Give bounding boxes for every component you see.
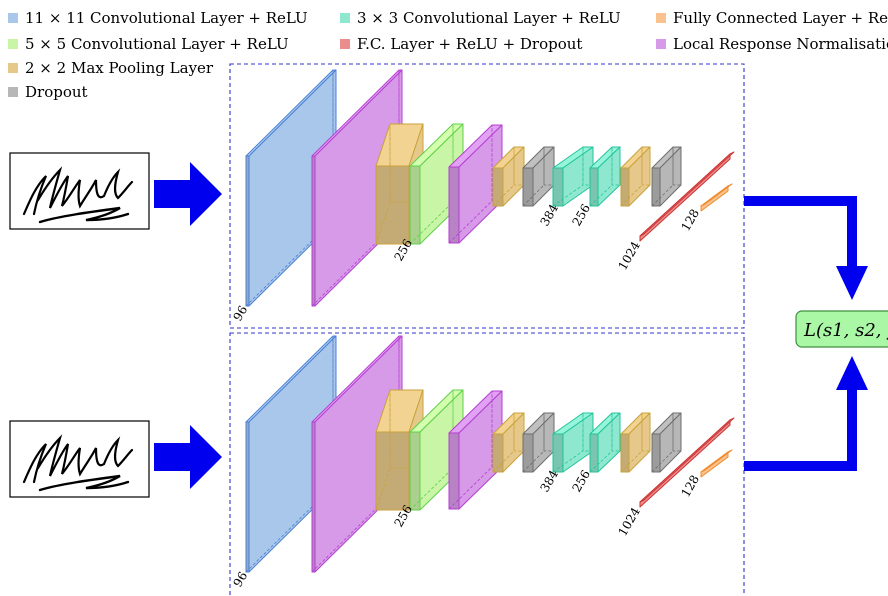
- legend-item-fc: Fully Connected Layer + ReLU: [656, 9, 888, 27]
- legend-item-lrn: Local Response Normalisation: [656, 35, 888, 53]
- label-96: 96: [230, 303, 250, 323]
- conv3-layer-1-front: [552, 433, 564, 473]
- label-1024: 1024: [615, 239, 643, 273]
- input-arrow-top: [154, 162, 222, 226]
- lrn-layer-1-hidden-edge: [311, 336, 402, 573]
- input-arrow-bottom: [154, 425, 222, 489]
- maxpool-layer-1-hidden-edge: [375, 124, 423, 245]
- legend-item-fc-dropout: F.C. Layer + ReLU + Dropout: [340, 35, 582, 53]
- loss-function-label: L(s1, s2, y: [803, 320, 888, 341]
- output-connector-top: [744, 196, 868, 300]
- maxpool-layer-2-front: [492, 167, 504, 207]
- signature-image-top: [9, 152, 150, 230]
- legend-item-maxpool: 2 × 2 Max Pooling Layer: [8, 59, 214, 77]
- conv5-layer-front: [409, 165, 421, 245]
- lrn-layer-2: [448, 390, 503, 510]
- svg-text:Local Response Normalisation: Local Response Normalisation: [673, 35, 888, 53]
- dropout-layer-2: [651, 412, 682, 473]
- conv5-layer: [409, 123, 464, 245]
- conv3-layer-2: [589, 146, 621, 207]
- svg-text:F.C. Layer + ReLU + Dropout: F.C. Layer + ReLU + Dropout: [357, 35, 582, 53]
- fc-layer: [700, 449, 733, 478]
- maxpool-layer-2: [492, 412, 525, 473]
- fc-dropout-layer-top: [639, 151, 735, 237]
- conv3-layer-2-hidden-edge: [589, 413, 620, 473]
- svg-text:5 × 5 Convolutional Layer + Re: 5 × 5 Convolutional Layer + ReLU: [25, 35, 289, 53]
- loss-function-box: L(s1, s2, y: [795, 310, 888, 348]
- legend-item-conv3: 3 × 3 Convolutional Layer + ReLU: [340, 9, 621, 27]
- lrn-layer-2-front: [448, 166, 460, 244]
- fc-dropout-layer: [639, 417, 735, 508]
- svg-text:Fully Connected Layer + ReLU: Fully Connected Layer + ReLU: [673, 9, 888, 27]
- dropout-layer-2-front: [651, 433, 661, 473]
- lrn-layer-1-front: [311, 155, 316, 307]
- output-connector-bottom: [744, 356, 868, 471]
- svg-text:2 × 2 Max Pooling Layer: 2 × 2 Max Pooling Layer: [25, 59, 214, 77]
- conv11-layer-front: [245, 421, 250, 573]
- conv3-layer-2-front: [589, 167, 599, 207]
- conv5-layer-front: [409, 431, 421, 511]
- svg-text:Dropout: Dropout: [25, 83, 88, 101]
- label-128: 128: [678, 473, 702, 500]
- dropout-layer-1-front: [522, 167, 534, 207]
- conv3-layer-1: [552, 412, 594, 473]
- lrn-layer-1: [311, 69, 403, 307]
- maxpool-layer-3: [620, 146, 651, 207]
- fc-dropout-layer-top: [639, 417, 735, 503]
- conv3-layer-2-hidden-edge: [589, 147, 620, 207]
- dropout-layer-1-front: [522, 433, 534, 473]
- maxpool-layer-2-front: [492, 433, 504, 473]
- conv3-layer-1-front: [552, 167, 564, 207]
- label-1024: 1024: [615, 505, 643, 539]
- svg-text:3 × 3 Convolutional Layer + Re: 3 × 3 Convolutional Layer + ReLU: [357, 9, 621, 27]
- lrn-layer-2-front: [448, 432, 460, 510]
- maxpool-layer-3-front: [620, 167, 630, 207]
- legend-item-dropout: Dropout: [8, 83, 88, 101]
- signature-image-bottom: [9, 420, 150, 498]
- maxpool-layer-1-front: [375, 431, 410, 511]
- maxpool-layer-3: [620, 412, 651, 473]
- conv3-layer-1-hidden-edge: [552, 413, 593, 473]
- label-128: 128: [678, 207, 702, 234]
- conv3-layer-1-hidden-edge: [552, 147, 593, 207]
- maxpool-layer-1-front: [375, 165, 410, 245]
- maxpool-layer-3-front: [620, 433, 630, 473]
- legend: 11 × 11 Convolutional Layer + ReLU 5 × 5…: [8, 9, 888, 101]
- legend-item-conv5: 5 × 5 Convolutional Layer + ReLU: [8, 35, 289, 53]
- maxpool-layer-1-hidden-edge: [375, 390, 423, 511]
- lrn-layer-1-front: [311, 421, 316, 573]
- conv11-layer-front: [245, 155, 250, 307]
- fc-dropout-layer: [639, 151, 735, 242]
- lrn-layer-1-hidden-edge: [311, 70, 402, 307]
- dropout-layer-2: [651, 146, 682, 207]
- conv3-layer-2-front: [589, 433, 599, 473]
- dropout-layer-2-front: [651, 167, 661, 207]
- label-96: 96: [230, 569, 250, 589]
- dropout-layer-1: [522, 412, 555, 473]
- conv11-layer: [245, 335, 337, 573]
- dropout-layer-1: [522, 146, 555, 207]
- conv3-layer-1: [552, 146, 594, 207]
- conv11-layer-hidden-edge: [245, 336, 336, 573]
- fc-layer-top: [700, 449, 733, 473]
- conv11-layer-hidden-edge: [245, 70, 336, 307]
- conv5-layer: [409, 389, 464, 511]
- fc-layer-top: [700, 183, 733, 207]
- svg-text:11 × 11 Convolutional Layer +: 11 × 11 Convolutional Layer + ReLU: [25, 9, 308, 27]
- legend-item-conv11: 11 × 11 Convolutional Layer + ReLU: [8, 9, 308, 27]
- conv3-layer-2: [589, 412, 621, 473]
- fc-layer: [700, 183, 733, 212]
- conv5-layer-hidden-edge: [409, 124, 463, 245]
- conv5-layer-hidden-edge: [409, 390, 463, 511]
